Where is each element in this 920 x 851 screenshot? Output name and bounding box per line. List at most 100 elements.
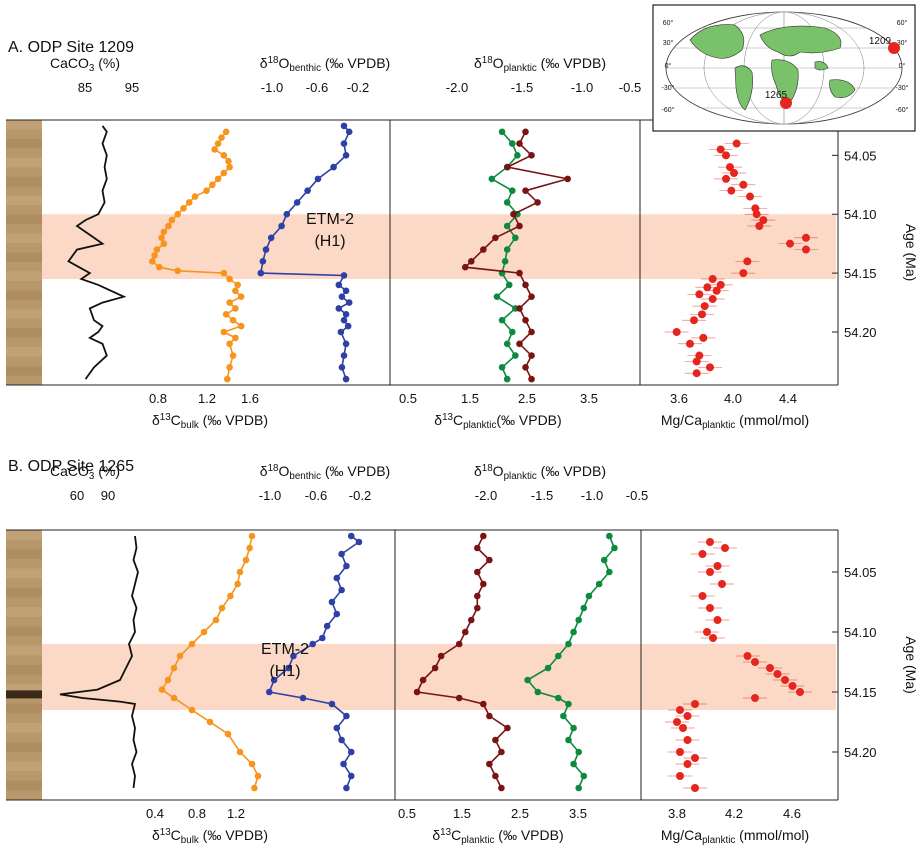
tick-label-d13c_planktic: 1.5	[461, 391, 479, 406]
axis-label-d18o_planktic: δ18Oplanktic (‰ VPDB)	[474, 463, 606, 482]
data-point-mgca	[691, 754, 699, 762]
data-point-d13c_planktic	[516, 222, 523, 230]
label-part: C	[453, 412, 463, 428]
data-point-d18o_planktic	[505, 281, 513, 289]
map-lat-label: -30°	[896, 84, 909, 92]
data-point-mgca	[722, 151, 730, 160]
data-point-d13c_planktic	[528, 352, 535, 359]
data-point-mgca	[699, 333, 708, 342]
axis-label-caco3: CaCO3 (%)	[50, 55, 120, 74]
data-point-d13c_bulk	[214, 175, 222, 183]
data-point-mgca	[796, 688, 804, 696]
tick-label-d18o_planktic: -1.5	[511, 80, 533, 95]
series-d18o_benthic	[257, 122, 353, 383]
data-point-d13c_planktic	[528, 152, 535, 159]
data-point-d13c_planktic	[516, 340, 523, 348]
data-point-mgca	[706, 604, 714, 612]
series-mgca	[665, 538, 812, 792]
age-axis-label: Age (Ma)	[903, 636, 919, 694]
data-point-mgca	[706, 363, 714, 372]
event-band	[6, 644, 836, 710]
map-lat-label: -30°	[662, 84, 675, 92]
tick-label-caco3: 90	[101, 488, 115, 503]
data-point-d13c_bulk	[209, 181, 216, 189]
series-d13c_planktic	[413, 532, 511, 792]
site-1209-label: 1209	[869, 36, 892, 47]
core-dark-layer	[6, 690, 42, 699]
data-point-d13c_bulk	[188, 640, 196, 648]
core-band	[6, 366, 42, 376]
data-point-d13c_bulk	[226, 163, 233, 171]
tick-label-d18o_planktic: -2.0	[475, 488, 497, 503]
data-point-d18o_benthic	[328, 598, 336, 606]
data-point-d13c_planktic	[564, 175, 571, 183]
label-part: planktic	[702, 835, 735, 846]
data-point-mgca	[709, 634, 717, 642]
label-part: (‰ VPDB)	[199, 412, 268, 428]
data-point-mgca	[732, 139, 741, 148]
data-point-d13c_bulk	[236, 568, 244, 576]
core-band	[6, 549, 42, 559]
data-point-d18o_benthic	[330, 163, 337, 171]
data-point-d13c_planktic	[455, 640, 463, 648]
data-point-d13c_bulk	[220, 269, 228, 277]
data-point-d13c_planktic	[480, 580, 487, 588]
tick-label-d18o_planktic: -1.0	[581, 488, 603, 503]
series-line-caco3	[59, 535, 139, 789]
tick-label-mgca: 3.8	[668, 806, 686, 821]
label-part: O	[493, 55, 504, 71]
label-part: CaCO	[50, 463, 89, 479]
data-point-d18o_planktic	[498, 128, 506, 136]
data-point-d13c_planktic	[522, 316, 529, 324]
map-lat-label: 30°	[897, 39, 908, 47]
data-point-d18o_planktic	[508, 140, 516, 147]
map-continent	[734, 65, 753, 111]
data-point-d18o_benthic	[340, 140, 348, 147]
data-point-mgca	[706, 538, 714, 546]
data-point-d13c_bulk	[211, 146, 218, 153]
data-point-d13c_bulk	[206, 718, 214, 726]
tick-label-d13c_bulk: 0.8	[188, 806, 206, 821]
panel-title: B. ODP Site 1265	[8, 458, 134, 475]
data-point-d18o_planktic	[503, 375, 511, 383]
data-point-d18o_planktic	[575, 748, 582, 756]
label-part: δ	[474, 463, 482, 479]
data-point-d18o_benthic	[343, 562, 350, 570]
tick-label-d13c_planktic: 2.5	[518, 391, 536, 406]
data-point-d18o_planktic	[565, 640, 572, 648]
label-part: 13	[160, 827, 171, 838]
data-point-d13c_bulk	[232, 305, 239, 312]
label-part: bulk	[181, 420, 199, 431]
data-point-d13c_bulk	[237, 322, 245, 330]
data-point-mgca	[672, 328, 681, 336]
label-part: δ	[260, 463, 268, 479]
data-point-mgca	[746, 192, 754, 201]
data-point-mgca	[721, 544, 729, 552]
age-tick-label: 54.05	[844, 148, 877, 163]
map-continent	[759, 25, 842, 57]
data-point-mgca	[676, 772, 684, 780]
data-point-d18o_benthic	[265, 688, 273, 696]
age-tick-label: 54.05	[844, 565, 877, 580]
data-point-mgca	[759, 216, 768, 225]
data-point-d13c_bulk	[229, 352, 237, 359]
data-point-d18o_benthic	[309, 640, 316, 648]
data-point-d18o_benthic	[262, 246, 270, 253]
tick-label-mgca: 4.6	[783, 806, 801, 821]
data-point-d18o_benthic	[338, 364, 346, 371]
data-point-mgca	[692, 369, 701, 378]
data-point-d18o_planktic	[606, 532, 613, 540]
data-point-mgca	[698, 550, 707, 558]
data-point-d13c_bulk	[188, 706, 196, 714]
data-point-mgca	[698, 592, 707, 600]
data-point-mgca	[676, 748, 684, 756]
label-part: O	[493, 463, 504, 479]
data-point-mgca	[718, 580, 726, 588]
data-point-d13c_bulk	[170, 664, 178, 672]
series-d13c_planktic	[461, 128, 571, 383]
data-point-d18o_benthic	[338, 293, 346, 300]
tick-label-mgca: 4.4	[779, 391, 797, 406]
data-point-d13c_bulk	[248, 760, 256, 768]
event-band	[6, 214, 836, 279]
